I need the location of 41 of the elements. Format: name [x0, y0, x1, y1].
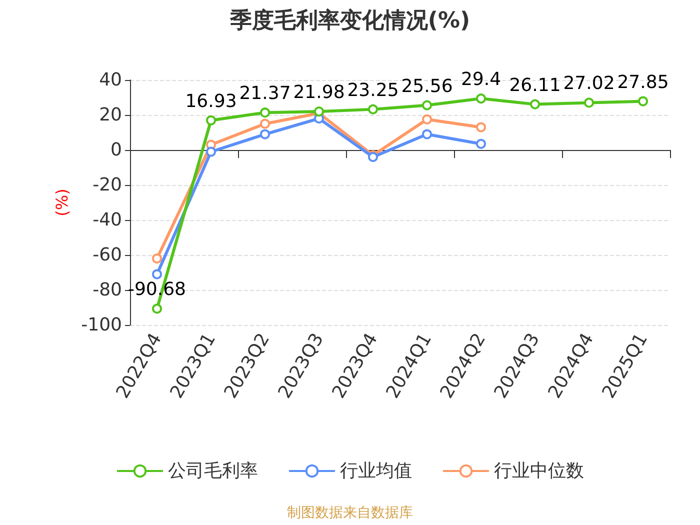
- y-tick-label: -80: [92, 280, 122, 300]
- data-label: 27.85: [617, 72, 669, 93]
- y-tick-label: 40: [99, 70, 122, 90]
- point: [638, 96, 648, 106]
- point: [260, 129, 270, 140]
- text: 制图数据来自数据库: [287, 505, 413, 521]
- legend-label: 行业均值: [340, 460, 412, 482]
- legend-label: 行业中位数: [494, 460, 584, 482]
- y-tick-label: -40: [92, 210, 122, 230]
- point: [422, 114, 432, 124]
- point: [206, 146, 216, 157]
- point: [422, 129, 432, 140]
- data-label: 21.98: [293, 82, 345, 104]
- y-axis-title: (%): [52, 188, 72, 216]
- point: [476, 122, 486, 132]
- point: [422, 100, 432, 110]
- data-label: 16.93: [185, 90, 237, 112]
- point: [260, 108, 270, 118]
- chart-title: 季度毛利率变化情况(%): [228, 8, 470, 34]
- y-tick-label: -20: [92, 174, 122, 196]
- point: [584, 98, 594, 108]
- point: [476, 94, 486, 104]
- data-label: 21.37: [239, 83, 291, 104]
- point: [368, 104, 378, 114]
- data-label: 29.4: [460, 69, 502, 90]
- y-tick-label: -60: [92, 244, 122, 266]
- point: [260, 118, 270, 129]
- point: [476, 138, 486, 149]
- data-label: 26.11: [509, 74, 561, 96]
- point: [530, 99, 540, 110]
- data-label: 27.02: [563, 73, 615, 94]
- point: [152, 254, 162, 264]
- y-tick-label: -100: [81, 314, 122, 336]
- point: [206, 115, 216, 126]
- y-tick-label: 20: [99, 104, 122, 126]
- y-tick-label: 0: [110, 140, 122, 160]
- data-label: 25.56: [401, 76, 453, 97]
- legend-label: 公司毛利率: [168, 460, 258, 482]
- data-label: 23.25: [347, 80, 399, 101]
- point: [152, 269, 162, 280]
- point: [152, 304, 162, 314]
